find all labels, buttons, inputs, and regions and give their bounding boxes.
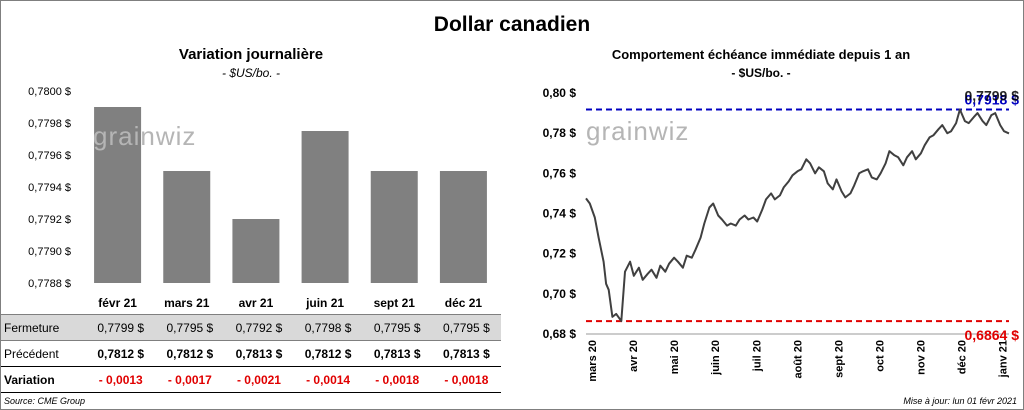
- high-value-label: 0,7918 $: [965, 91, 1020, 107]
- bar: [370, 171, 418, 283]
- last-value-label: 0,7799 $: [965, 87, 1020, 103]
- cell: - 0,0013: [86, 366, 156, 393]
- y-tick-label: 0,70 $: [543, 287, 577, 301]
- line-chart-subtitle: - $US/bo. -: [731, 66, 791, 80]
- cell: 0,7813 $: [443, 346, 490, 361]
- y-tick-label: 0,72 $: [543, 247, 577, 261]
- y-tick-label: 0,80 $: [543, 86, 577, 100]
- watermark-logo-right: grainwiz: [586, 116, 690, 146]
- y-tick-label: 0,7788 $: [28, 278, 71, 290]
- y-tick-label: 0,7790 $: [28, 246, 71, 258]
- cell: 0,7812 $: [304, 346, 352, 361]
- series-line: [585, 108, 1010, 323]
- y-tick-label: 0,7798 $: [28, 118, 71, 130]
- bar: [232, 219, 280, 283]
- cell: 0,7813 $: [373, 346, 421, 361]
- row-label: Fermeture: [1, 314, 87, 341]
- x-tick-label: juin 20: [710, 340, 722, 376]
- cell: 0,7799 $: [86, 314, 156, 341]
- bar: [163, 171, 211, 283]
- bar-chart-subtitle: - $US/bo. -: [221, 66, 281, 80]
- x-tick-label: sept 21: [374, 296, 416, 310]
- x-tick-label: oct 20: [875, 340, 887, 372]
- y-tick-label: 0,7792 $: [28, 214, 71, 226]
- cell: 0,7812 $: [97, 346, 145, 361]
- source-note: Source: CME Group: [4, 396, 86, 406]
- x-tick-label: août 20: [792, 340, 804, 379]
- bar: [301, 131, 349, 283]
- x-tick-label: juil 20: [751, 340, 763, 372]
- x-tick-label: juin 21: [305, 296, 344, 310]
- main-title: Dollar canadien: [433, 13, 591, 36]
- y-tick-label: 0,76 $: [543, 166, 577, 180]
- cell: - 0,0018: [362, 366, 432, 393]
- x-tick-label: déc 21: [445, 296, 483, 310]
- bar-chart: 0,7788 $ 0,7790 $ 0,7792 $ 0,7794 $ 0,7796 $…: [28, 86, 487, 310]
- cell: - 0,0018: [431, 366, 501, 393]
- bar: [439, 171, 487, 283]
- cell: - 0,0021: [224, 366, 294, 393]
- line-chart: 0,68 $ 0,70 $ 0,72 $ 0,74 $ 0,76 $ 0,78 $ 0,80…: [543, 86, 1020, 381]
- table-row-variation: Variation - 0,0013 - 0,0017 - 0,0021 - 0…: [1, 366, 501, 393]
- table-row-precedent: Précédent 0,7812 $ 0,7812 $ 0,7813 $ 0,7…: [1, 341, 501, 367]
- watermark-logo-left: grainwiz: [93, 121, 197, 151]
- row-label: Précédent: [4, 346, 59, 361]
- x-tick-label: mars 20: [587, 340, 599, 381]
- cell: 0,7798 $: [293, 314, 363, 341]
- update-note: Mise à jour: lun 01 févr 2021: [903, 396, 1017, 406]
- cell: 0,7795 $: [155, 314, 225, 341]
- x-tick-label: mars 21: [164, 296, 210, 310]
- y-tick-label: 0,7796 $: [28, 150, 71, 162]
- y-tick-label: 0,78 $: [543, 126, 577, 140]
- x-tick-label: avr 21: [239, 296, 274, 310]
- quotes-table: Fermeture 0,7799 $ 0,7795 $ 0,7792 $ 0,7…: [1, 314, 501, 393]
- y-tick-label: 0,74 $: [543, 207, 577, 221]
- low-value-label: 0,6864 $: [965, 327, 1020, 343]
- cell: 0,7792 $: [224, 314, 294, 341]
- x-tick-label: nov 20: [916, 340, 928, 375]
- cell: 0,7812 $: [166, 346, 214, 361]
- x-tick-label: avr 20: [628, 340, 640, 372]
- y-tick-label: 0,7800 $: [28, 86, 71, 98]
- cell: - 0,0017: [155, 366, 225, 393]
- y-tick-label: 0,7794 $: [28, 182, 71, 194]
- x-tick-label: janv 21: [998, 340, 1010, 378]
- cell: - 0,0014: [293, 366, 363, 393]
- bar-chart-title: Variation journalière: [178, 46, 324, 63]
- x-tick-label: févr 21: [98, 296, 137, 310]
- x-tick-label: sept 20: [833, 340, 845, 378]
- x-tick-label: mai 20: [669, 340, 681, 374]
- line-chart-title: Comportement échéance immédiate depuis 1…: [611, 47, 911, 62]
- x-tick-label: déc 20: [957, 340, 969, 374]
- row-label: Variation: [1, 366, 87, 393]
- cell: 0,7795 $: [431, 314, 501, 341]
- y-tick-label: 0,68 $: [543, 327, 577, 341]
- cell: 0,7813 $: [235, 346, 283, 361]
- cell: 0,7795 $: [362, 314, 432, 341]
- table-row-fermeture: Fermeture 0,7799 $ 0,7795 $ 0,7792 $ 0,7…: [1, 314, 501, 341]
- bar: [94, 107, 142, 283]
